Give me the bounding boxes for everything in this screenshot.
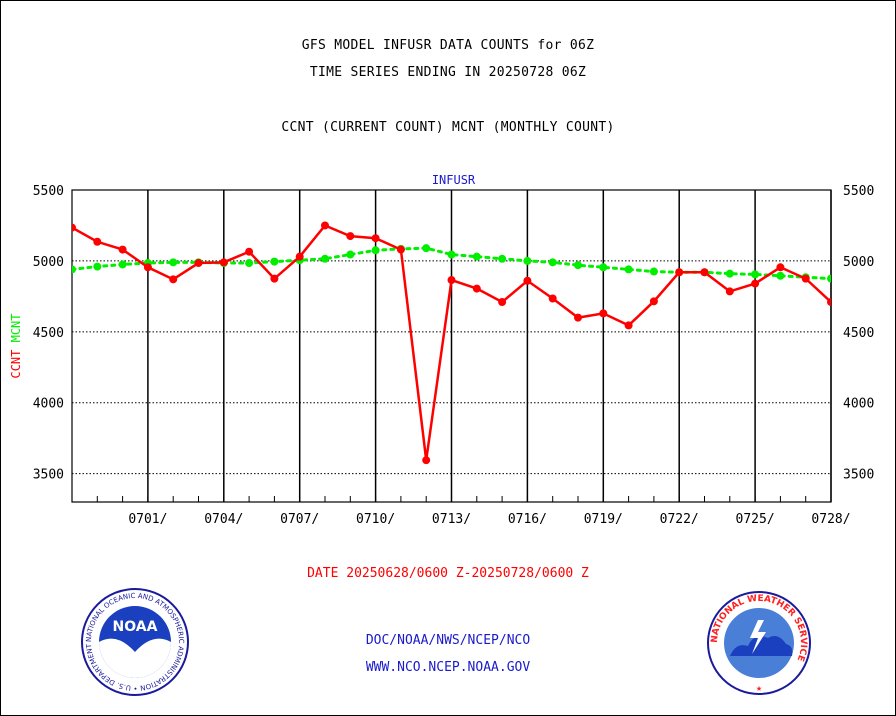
x-tick-label: 0713/ [432,512,471,527]
ccnt-point [447,276,456,285]
footer-website: WWW.NCO.NCEP.NOAA.GOV [365,660,531,675]
ccnt-point [700,268,709,277]
nws-star-icon: ★ [756,683,762,694]
ccnt-point [776,263,785,272]
chart-title-line-2: TIME SERIES ENDING IN 20250728 06Z [309,65,587,80]
y-axis-label-mcnt: MCNT [9,313,23,342]
ccnt-point [245,247,254,256]
y-tick-label-left: 4500 [33,326,64,341]
mcnt-point [599,263,608,272]
ccnt-point [574,313,582,322]
y-tick-label-right: 4000 [843,397,874,412]
nws-logo: NATIONAL WEATHER SERVICE ★ [707,591,811,695]
ccnt-point [801,274,810,283]
mcnt-point [751,270,760,279]
noaa-bird-shape [99,638,171,678]
ccnt-point [72,223,76,232]
nws-lightning-icon [750,620,766,654]
x-tick-label: 0704/ [204,512,243,527]
ccnt-point [649,297,658,306]
ccnt-point [93,237,102,246]
mcnt-point [776,271,785,280]
mcnt-point [498,254,507,263]
mcnt-point [574,261,582,270]
ccnt-point [827,298,831,307]
mcnt-point [93,262,102,271]
x-tick-label: 0701/ [128,512,167,527]
footer-agency: DOC/NOAA/NWS/NCEP/NCO [365,633,531,648]
y-tick-label-left: 5500 [33,184,64,199]
mcnt-point [118,260,127,269]
x-tick-label: 0707/ [280,512,319,527]
mcnt-point [548,258,557,267]
ccnt-point [169,275,178,284]
mcnt-point [270,257,279,266]
noaa-logo-text: NOAA [113,619,158,635]
y-axis-label-ccnt: CCNT [9,342,23,378]
mcnt-point [472,252,481,261]
ccnt-point [624,321,633,330]
x-tick-label: 0728/ [811,512,850,527]
ccnt-point [194,259,203,268]
nws-cloud-shape [730,636,793,656]
series-name-label: INFUSR [432,173,476,187]
mcnt-point [72,265,76,274]
ccnt-point [675,268,684,277]
x-tick-label: 0716/ [508,512,547,527]
mcnt-point [523,256,532,265]
mcnt-point [624,265,633,274]
ccnt-point [143,263,152,272]
noaa-logo: NATIONAL OCEANIC AND ATMOSPHERIC ADMINIS… [80,588,189,696]
mcnt-point [422,244,431,253]
ccnt-point [725,287,734,296]
ccnt-point [498,298,507,307]
mcnt-point [346,250,355,259]
ccnt-point [548,294,557,303]
y-tick-label-right: 5000 [843,255,874,270]
x-tick-label: 0722/ [660,512,699,527]
y-tick-label-left: 4000 [33,397,64,412]
mcnt-point [245,259,254,268]
ccnt-point [396,245,405,254]
ccnt-point [321,221,329,230]
y-tick-label-right: 3500 [843,468,874,483]
x-tick-label: 0719/ [584,512,623,527]
mcnt-point [827,274,831,283]
mcnt-point [725,269,734,278]
ccnt-point [751,279,760,288]
mcnt-point [447,250,456,259]
y-tick-label-left: 5000 [33,255,64,270]
mcnt-point [169,258,178,267]
y-tick-label-right: 5500 [843,184,874,199]
chart-title-line-1: GFS MODEL INFUSR DATA COUNTS for 06Z [301,38,595,53]
ccnt-point [346,232,355,241]
ccnt-point [523,276,532,285]
y-axis-label: CCNT MCNT [9,313,23,378]
mcnt-point [649,267,658,276]
x-tick-label: 0710/ [356,512,395,527]
ccnt-point [472,284,481,293]
ccnt-point [422,456,431,465]
y-tick-label-left: 3500 [33,468,64,483]
x-tick-label: 0725/ [736,512,775,527]
ccnt-point [270,274,279,283]
ccnt-point [295,252,304,261]
chart-subtitle: CCNT (CURRENT COUNT) MCNT (MONTHLY COUNT… [281,120,615,135]
y-tick-label-right: 4500 [843,326,874,341]
x-axis-label: DATE 20250628/0600 Z-20250728/0600 Z [307,566,589,581]
ccnt-point [118,245,127,254]
ccnt-point [371,234,380,243]
mcnt-point [321,254,329,263]
ccnt-point [219,258,228,267]
series-group [72,221,831,465]
time-series-chart: 0701/0704/0707/0710/0713/0716/0719/0722/… [9,173,874,527]
mcnt-point [371,246,380,255]
ccnt-point [599,309,608,318]
